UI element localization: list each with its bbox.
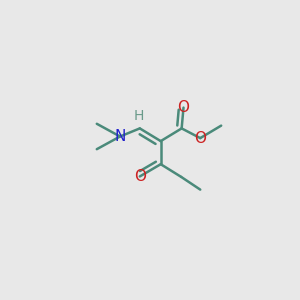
Text: N: N [114,129,126,144]
Text: O: O [194,130,206,146]
Text: O: O [134,169,146,184]
Text: H: H [134,109,144,123]
Text: O: O [178,100,190,115]
